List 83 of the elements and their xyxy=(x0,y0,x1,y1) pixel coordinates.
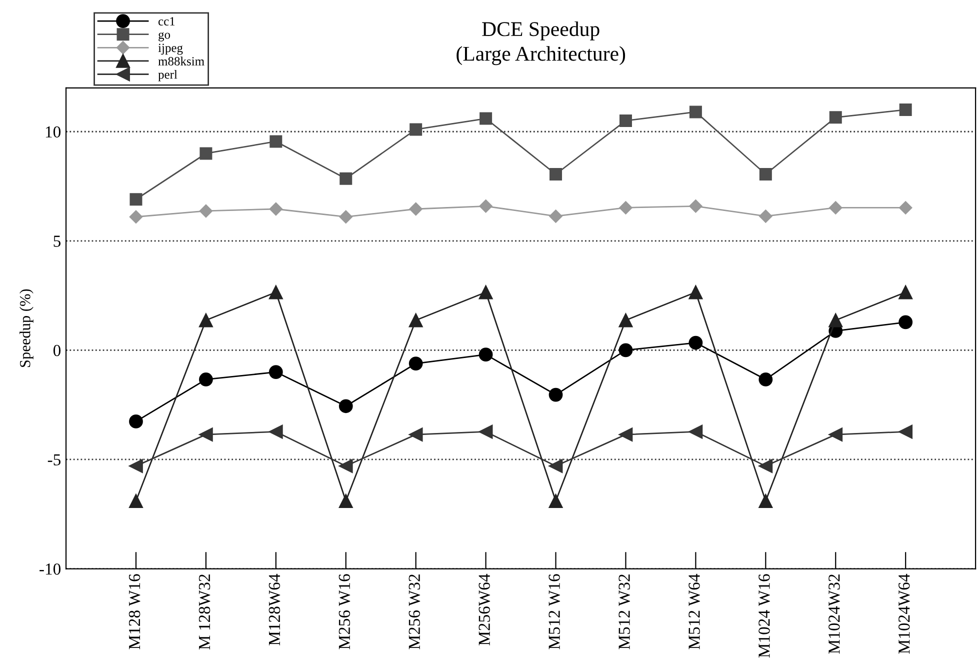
point xyxy=(759,168,772,180)
point xyxy=(618,343,633,358)
y-tick-label: 0 xyxy=(53,344,61,356)
point xyxy=(619,201,632,214)
x-tick-label: M256 W32 xyxy=(408,574,420,650)
point xyxy=(829,201,842,214)
x-tick-label: M1024 W16 xyxy=(758,574,770,658)
point xyxy=(758,459,773,473)
point xyxy=(689,200,702,213)
point xyxy=(268,285,283,300)
x-tick-label: M512 W32 xyxy=(618,574,630,650)
point xyxy=(480,112,492,125)
point xyxy=(270,135,282,148)
y-axis-title: Speedup (%) xyxy=(20,289,34,367)
point xyxy=(408,356,423,370)
point xyxy=(268,424,283,439)
point xyxy=(688,336,703,350)
legend-label: ijpeg xyxy=(158,44,183,55)
point xyxy=(199,204,213,218)
point xyxy=(410,123,422,136)
point xyxy=(339,210,352,224)
point xyxy=(199,313,213,328)
point xyxy=(829,111,842,124)
point xyxy=(130,193,142,206)
point xyxy=(548,459,563,473)
point xyxy=(689,106,702,118)
x-tick-label: M512 W16 xyxy=(548,574,560,650)
point xyxy=(549,210,562,223)
point xyxy=(199,428,213,442)
point xyxy=(899,201,912,214)
y-tick-label: -5 xyxy=(48,454,61,466)
point xyxy=(478,348,493,362)
point xyxy=(899,104,912,116)
point xyxy=(478,285,493,300)
point xyxy=(898,315,913,330)
x-tick-label: M256W64 xyxy=(478,574,490,646)
chart-title: DCE Speedup (Large Architecture) xyxy=(456,21,626,66)
point xyxy=(338,494,353,508)
point xyxy=(828,313,843,328)
point xyxy=(129,494,143,508)
point xyxy=(338,399,353,414)
x-tick-label: M 128W32 xyxy=(198,574,210,650)
point xyxy=(618,313,633,328)
legend-label: m88ksim xyxy=(158,56,204,66)
x-tick-label: M128W64 xyxy=(268,574,280,646)
point xyxy=(688,424,703,439)
x-tick-label: M512 W64 xyxy=(688,574,700,650)
y-tick-label: 10 xyxy=(46,126,61,138)
point xyxy=(619,114,632,127)
x-tick-label: M1024W64 xyxy=(898,574,910,654)
legend-label: go xyxy=(158,32,170,42)
point xyxy=(199,372,213,386)
point xyxy=(898,285,913,300)
x-tick-label: M256 W16 xyxy=(338,574,350,650)
point xyxy=(408,428,423,442)
point xyxy=(478,424,493,439)
x-tick-label: M128 W16 xyxy=(128,574,140,650)
point xyxy=(758,494,773,508)
point xyxy=(129,459,143,473)
point xyxy=(548,494,563,508)
point xyxy=(548,388,563,402)
point xyxy=(759,210,772,223)
point xyxy=(828,428,843,442)
legend-label: cc1 xyxy=(158,17,175,26)
y-tick-label: 5 xyxy=(54,236,61,247)
point xyxy=(550,168,562,180)
point xyxy=(758,372,773,386)
point xyxy=(408,313,423,328)
point xyxy=(129,210,143,224)
y-tick-label: -10 xyxy=(40,563,61,575)
point xyxy=(200,147,212,160)
point xyxy=(688,285,703,300)
legend-label: perl xyxy=(158,70,178,82)
x-tick-label: M1024W32 xyxy=(828,574,840,654)
point xyxy=(479,200,492,213)
point xyxy=(898,424,913,439)
point xyxy=(129,414,143,428)
point xyxy=(409,202,422,216)
point xyxy=(618,428,633,442)
point xyxy=(269,202,282,216)
point xyxy=(340,172,352,185)
point xyxy=(338,459,353,473)
point xyxy=(268,365,283,379)
